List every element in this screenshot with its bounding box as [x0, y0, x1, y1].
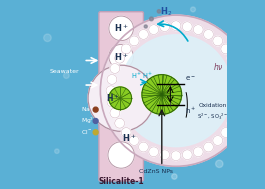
Circle shape	[235, 97, 245, 107]
Circle shape	[213, 57, 222, 66]
Circle shape	[206, 87, 213, 94]
Text: Oxidation: Oxidation	[199, 103, 227, 108]
Circle shape	[157, 10, 161, 13]
Circle shape	[110, 64, 120, 73]
Circle shape	[145, 38, 152, 45]
Circle shape	[64, 73, 69, 78]
Text: Silicalite-1: Silicalite-1	[98, 177, 144, 186]
Circle shape	[187, 139, 198, 150]
Circle shape	[106, 86, 116, 96]
Text: CdZnS NPs: CdZnS NPs	[139, 170, 173, 174]
Circle shape	[216, 160, 223, 167]
Circle shape	[100, 15, 251, 166]
Circle shape	[121, 44, 131, 54]
FancyBboxPatch shape	[99, 12, 143, 181]
Text: h$^+$: h$^+$	[186, 106, 197, 116]
Circle shape	[139, 29, 148, 39]
Circle shape	[93, 130, 98, 135]
Text: Seawater: Seawater	[50, 69, 80, 74]
Text: H$^+$: H$^+$	[142, 70, 154, 81]
Text: e$^-$: e$^-$	[186, 74, 196, 83]
Circle shape	[107, 74, 117, 84]
Circle shape	[232, 64, 242, 73]
Circle shape	[110, 108, 120, 118]
Circle shape	[154, 46, 161, 52]
Circle shape	[109, 44, 134, 69]
Circle shape	[108, 142, 134, 168]
Circle shape	[143, 21, 148, 26]
Text: Mg$^{2+}$: Mg$^{2+}$	[81, 116, 99, 126]
Text: S$^{2-}$, SO$_3$$^{2-}$: S$^{2-}$, SO$_3$$^{2-}$	[197, 112, 229, 122]
Circle shape	[120, 35, 232, 147]
Circle shape	[178, 50, 184, 56]
Circle shape	[235, 74, 245, 84]
Circle shape	[204, 142, 213, 152]
Circle shape	[142, 75, 182, 114]
Circle shape	[149, 17, 153, 21]
Text: H$^+$: H$^+$	[106, 92, 120, 104]
Circle shape	[221, 44, 231, 54]
Circle shape	[129, 136, 139, 146]
Circle shape	[193, 87, 199, 93]
Circle shape	[196, 98, 201, 103]
Circle shape	[204, 126, 211, 134]
Circle shape	[232, 108, 242, 118]
Circle shape	[44, 34, 51, 42]
Circle shape	[209, 95, 219, 105]
Circle shape	[182, 150, 192, 160]
Circle shape	[149, 147, 159, 157]
Circle shape	[109, 16, 134, 41]
Circle shape	[93, 119, 98, 123]
Circle shape	[164, 97, 173, 106]
Circle shape	[207, 51, 212, 56]
Circle shape	[191, 7, 196, 12]
Circle shape	[227, 53, 237, 63]
Circle shape	[222, 58, 225, 62]
Circle shape	[129, 36, 139, 46]
Circle shape	[182, 22, 192, 32]
Circle shape	[193, 147, 203, 157]
Circle shape	[115, 118, 125, 128]
Text: H$^+$: H$^+$	[122, 132, 137, 144]
Text: H$^+$: H$^+$	[114, 22, 129, 34]
Circle shape	[222, 84, 229, 91]
Text: H$^+$: H$^+$	[114, 51, 129, 63]
Circle shape	[144, 25, 147, 28]
Circle shape	[139, 142, 148, 152]
Circle shape	[204, 29, 213, 39]
Circle shape	[153, 107, 160, 114]
Circle shape	[149, 25, 159, 35]
Text: $h\nu$: $h\nu$	[213, 61, 224, 72]
Circle shape	[93, 107, 98, 112]
Circle shape	[115, 53, 125, 63]
Circle shape	[155, 98, 165, 109]
Circle shape	[236, 86, 246, 96]
Circle shape	[213, 136, 223, 146]
Circle shape	[160, 22, 170, 32]
Circle shape	[227, 118, 237, 128]
Circle shape	[160, 90, 169, 99]
Circle shape	[213, 36, 223, 46]
Circle shape	[171, 96, 177, 102]
Circle shape	[221, 128, 231, 137]
Circle shape	[109, 87, 131, 110]
Circle shape	[160, 150, 170, 160]
Text: Na$^+$: Na$^+$	[81, 105, 95, 114]
Circle shape	[121, 128, 131, 137]
Circle shape	[193, 25, 203, 35]
Circle shape	[88, 65, 154, 131]
Text: H$_2$: H$_2$	[160, 5, 173, 18]
Circle shape	[107, 97, 117, 107]
Circle shape	[171, 21, 181, 31]
Circle shape	[146, 51, 153, 59]
Circle shape	[151, 121, 156, 127]
Text: H$^+$: H$^+$	[131, 70, 142, 81]
Text: Cl$^-$: Cl$^-$	[81, 128, 93, 136]
Circle shape	[176, 118, 185, 126]
Circle shape	[55, 149, 59, 153]
Circle shape	[172, 174, 177, 179]
Circle shape	[171, 151, 181, 161]
